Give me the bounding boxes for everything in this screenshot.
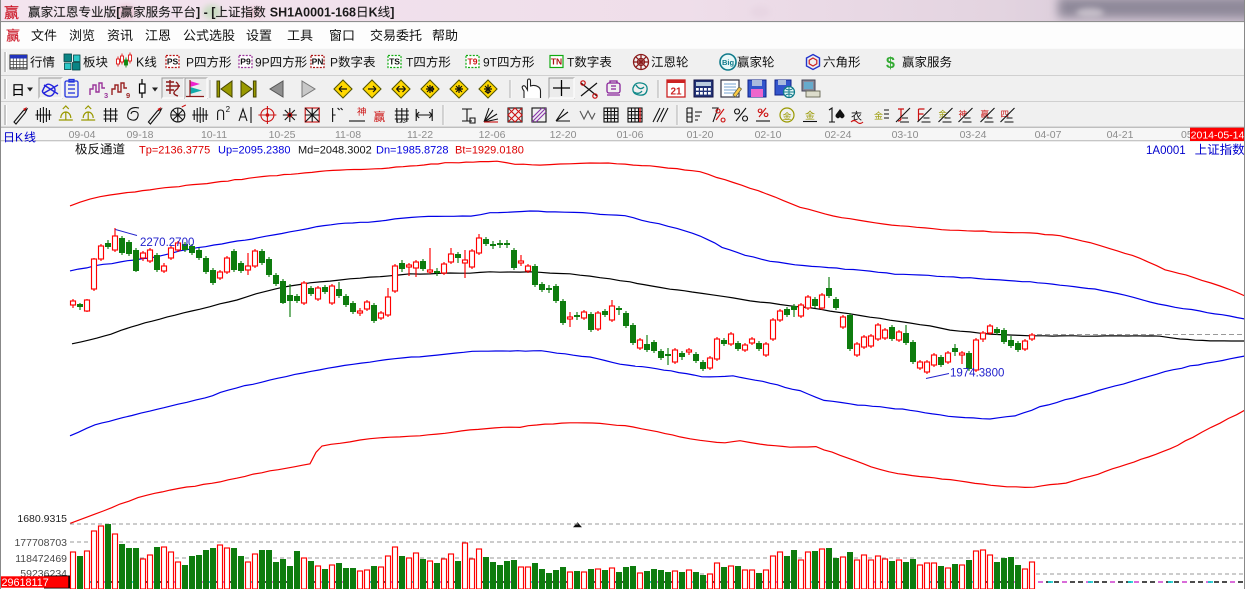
svg-text:PN: PN	[312, 57, 324, 67]
svg-text:177708703: 177708703	[14, 537, 67, 549]
svg-text:2270.2700: 2270.2700	[140, 237, 194, 249]
svg-text:03-10: 03-10	[892, 129, 919, 141]
svg-text:11-08: 11-08	[335, 129, 361, 141]
svg-text:09-04: 09-04	[69, 129, 96, 141]
svg-text:3: 3	[104, 91, 108, 100]
svg-text:K: K	[136, 56, 145, 70]
svg-text:10-25: 10-25	[269, 129, 296, 141]
svg-text:1974.3800: 1974.3800	[950, 368, 1004, 380]
svg-text:Big: Big	[722, 58, 735, 67]
svg-text:1A0001: 1A0001	[1146, 145, 1186, 157]
svg-text:P: P	[186, 56, 194, 70]
svg-text:03-24: 03-24	[960, 129, 987, 141]
svg-text:] - [: ] - [	[196, 6, 216, 20]
svg-text:2: 2	[226, 105, 231, 114]
svg-text:123: 123	[396, 119, 407, 125]
svg-text:T: T	[567, 56, 575, 70]
svg-text:[: [	[116, 6, 121, 20]
svg-text:01-20: 01-20	[687, 129, 714, 141]
svg-text:K: K	[15, 131, 23, 145]
svg-text:SH1A0001-168: SH1A0001-168	[270, 6, 356, 20]
svg-text:04-07: 04-07	[1035, 129, 1062, 141]
svg-text:PS: PS	[167, 57, 179, 67]
svg-text:2014-05-14: 2014-05-14	[1191, 129, 1245, 141]
svg-text:T9: T9	[468, 57, 478, 67]
svg-text:Md=2048.3002: Md=2048.3002	[298, 145, 372, 157]
svg-text:11-22: 11-22	[407, 129, 433, 141]
svg-text:12-20: 12-20	[550, 129, 577, 141]
svg-text:P9: P9	[240, 57, 251, 67]
svg-text:Tp=2136.3775: Tp=2136.3775	[139, 145, 210, 157]
svg-text:Bt=1929.0180: Bt=1929.0180	[455, 145, 524, 157]
svg-text:09-18: 09-18	[127, 129, 154, 141]
svg-text:K: K	[369, 6, 378, 20]
svg-text:Up=2095.2380: Up=2095.2380	[218, 145, 290, 157]
svg-text:$: $	[886, 55, 895, 72]
svg-text:02-10: 02-10	[755, 129, 782, 141]
svg-text:9: 9	[126, 91, 130, 100]
svg-text:05: 05	[1181, 129, 1193, 141]
svg-text:10-11: 10-11	[201, 129, 227, 141]
svg-text:12-06: 12-06	[479, 129, 506, 141]
svg-text:P: P	[330, 56, 338, 70]
svg-text:118472469: 118472469	[15, 553, 67, 565]
svg-text:1680.9315: 1680.9315	[17, 513, 67, 525]
svg-text:01-06: 01-06	[617, 129, 644, 141]
svg-text:04-21: 04-21	[1107, 129, 1134, 141]
svg-text:TN: TN	[551, 57, 562, 67]
svg-text:02-24: 02-24	[825, 129, 852, 141]
svg-text:TS: TS	[389, 57, 400, 67]
svg-text:21: 21	[670, 87, 682, 98]
svg-text:9P: 9P	[255, 56, 270, 70]
svg-text:9T: 9T	[483, 56, 498, 70]
svg-text:29618117: 29618117	[2, 577, 49, 589]
svg-text:]: ]	[390, 6, 394, 20]
svg-text:Dn=1985.8728: Dn=1985.8728	[376, 145, 448, 157]
svg-text:T: T	[406, 56, 414, 70]
